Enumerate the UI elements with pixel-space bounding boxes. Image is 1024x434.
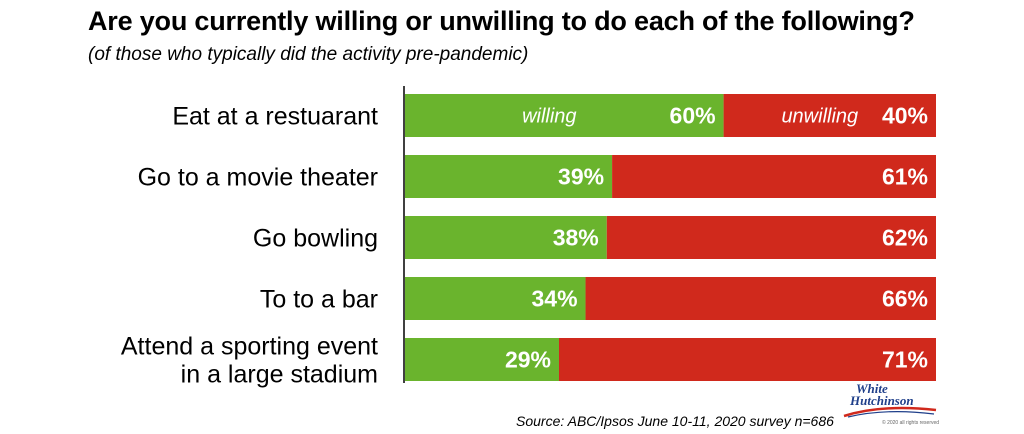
category-label-4: To to a bar [260,286,378,314]
bar-unwilling-3 [606,216,936,259]
logo-small-print: © 2020 all rights reserved [882,420,940,426]
category-label-3: Go bowling [253,225,378,253]
chart-subtitle: (of those who typically did the activity… [88,44,529,65]
value-label-unwilling-4: 66% [882,286,928,312]
value-label-unwilling-2: 61% [882,164,928,190]
bar-willing-5 [405,338,559,381]
logo-swoosh-icon [843,406,937,418]
bar-unwilling-4 [585,277,936,320]
white-hutchinson-logo: White Hutchinson © 2020 all rights reser… [842,380,942,430]
chart-title: Are you currently willing or unwilling t… [88,6,915,36]
category-label-1: Eat at a restuarant [172,103,378,131]
series-label-willing: willing [522,106,576,128]
bar-unwilling-5 [558,338,936,381]
bar-willing-1 [405,94,724,137]
value-label-willing-3: 38% [553,225,599,251]
value-label-willing-2: 39% [558,164,604,190]
logo-line-1: White [856,381,888,396]
series-label-unwilling: unwilling [781,106,858,128]
bar-willing-3 [405,216,607,259]
category-label-5-line-1: Attend a sporting event [121,333,378,361]
bar-unwilling-1 [723,94,936,137]
value-label-willing-1: 60% [670,103,716,129]
value-label-unwilling-3: 62% [882,225,928,251]
value-label-willing-5: 29% [505,347,551,373]
source-note: Source: ABC/Ipsos June 10-11, 2020 surve… [516,413,834,429]
category-label-5-line-2: in a large stadium [181,361,378,389]
value-label-willing-4: 34% [531,286,577,312]
category-label-2: Go to a movie theater [138,164,378,192]
bar-willing-2 [405,155,613,198]
bar-willing-4 [405,277,586,320]
bar-unwilling-2 [612,155,936,198]
value-label-unwilling-1: 40% [882,103,928,129]
logo-line-2: Hutchinson [850,393,914,408]
value-label-unwilling-5: 71% [882,347,928,373]
